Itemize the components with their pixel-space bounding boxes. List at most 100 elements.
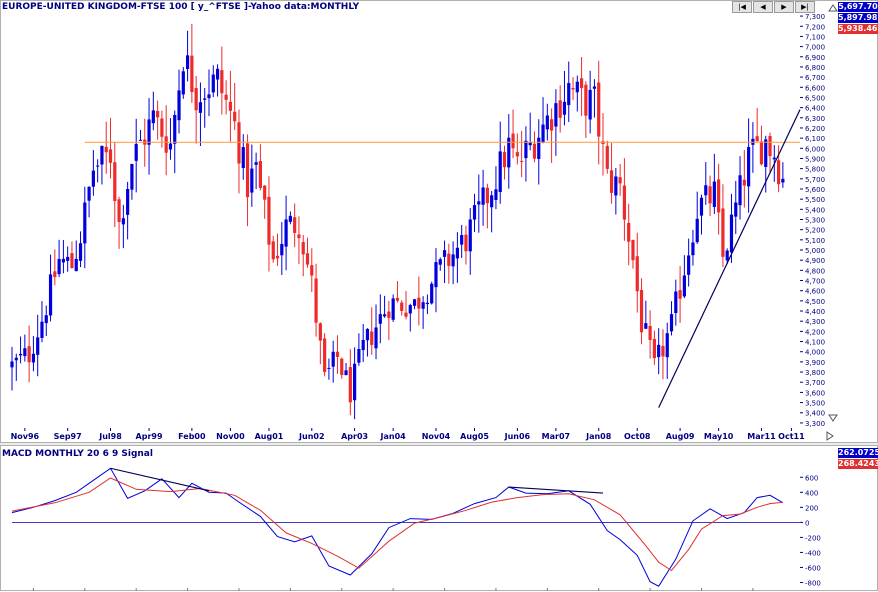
macd-trendline bbox=[508, 486, 604, 494]
x-tick-label: Nov96 bbox=[11, 432, 40, 441]
candle-body bbox=[515, 152, 519, 157]
x-tick-label: Mar11 bbox=[747, 432, 776, 441]
previous-button[interactable]: ◀ bbox=[753, 1, 773, 13]
candle-body bbox=[412, 299, 417, 306]
macd-y-tick-label: 0 bbox=[805, 519, 809, 527]
candle-body bbox=[91, 170, 95, 187]
x-tick-label: Jan04 bbox=[380, 432, 407, 441]
y-tick-label: 5,900 bbox=[805, 155, 825, 163]
candle-body bbox=[275, 255, 280, 259]
y-tick-label: 7,000 bbox=[805, 44, 825, 52]
y-tick-label: 6,300 bbox=[805, 115, 825, 123]
candle-body bbox=[477, 201, 481, 205]
y-tick-label: 6,800 bbox=[805, 64, 825, 72]
scroll-up-icon bbox=[828, 4, 838, 12]
candle-body bbox=[374, 327, 378, 349]
candle-body bbox=[639, 289, 644, 333]
candle-body bbox=[721, 208, 725, 257]
candle-body bbox=[293, 217, 297, 233]
candle-body bbox=[665, 333, 669, 358]
candle-body bbox=[121, 218, 125, 225]
support-trendline bbox=[658, 109, 801, 408]
macd-y-tick-label: 600 bbox=[805, 474, 818, 482]
candle-body bbox=[781, 178, 785, 183]
candle-body bbox=[164, 136, 168, 153]
candle-body bbox=[263, 185, 267, 200]
y-tick-label: 7,100 bbox=[805, 33, 825, 41]
candle-body bbox=[254, 162, 258, 165]
macd-line bbox=[11, 467, 784, 587]
y-tick-label: 4,600 bbox=[805, 288, 825, 296]
y-tick-label: 3,700 bbox=[805, 379, 825, 387]
candle-body bbox=[537, 137, 541, 159]
candle-body bbox=[382, 314, 387, 317]
candle-body bbox=[108, 149, 113, 163]
y-tick-label: 4,300 bbox=[805, 318, 825, 326]
first-button[interactable]: |◀ bbox=[732, 1, 752, 13]
candle-body bbox=[353, 363, 357, 401]
candle-body bbox=[203, 98, 207, 100]
candle-body bbox=[207, 94, 211, 99]
candle-body bbox=[147, 119, 151, 145]
candle-body bbox=[609, 170, 614, 193]
candle-body bbox=[438, 259, 442, 265]
candle-body bbox=[190, 55, 194, 93]
x-tick-label: Mar07 bbox=[542, 432, 570, 441]
navigation-buttons: |◀ ◀ ▶ ▶| bbox=[732, 1, 816, 13]
candle-body bbox=[717, 179, 721, 213]
candle-body bbox=[644, 323, 648, 329]
candle-body bbox=[657, 344, 661, 358]
x-tick-label: Apr99 bbox=[136, 432, 163, 441]
candle-body bbox=[747, 147, 751, 187]
candle-body bbox=[280, 243, 284, 256]
candle-body bbox=[271, 241, 275, 260]
candle-body bbox=[511, 133, 515, 149]
y-tick-label: 6,600 bbox=[805, 84, 825, 92]
candle-body bbox=[691, 242, 695, 256]
macd-y-tick-label: 200 bbox=[805, 504, 818, 512]
candle-body bbox=[241, 147, 245, 168]
candle-body bbox=[558, 100, 562, 118]
candle-body bbox=[233, 111, 237, 122]
candle-body bbox=[464, 234, 468, 252]
candle-body bbox=[674, 291, 678, 314]
candle-body bbox=[370, 331, 374, 345]
candle-body bbox=[498, 151, 502, 193]
candle-body bbox=[764, 139, 768, 167]
candle-body bbox=[460, 235, 464, 245]
price-panel bbox=[0, 0, 878, 443]
candle-body bbox=[378, 314, 382, 324]
candle-body bbox=[669, 314, 674, 332]
y-tick-label: 5,600 bbox=[805, 186, 825, 194]
candle-body bbox=[177, 90, 181, 121]
y-tick-label: 4,200 bbox=[805, 328, 825, 336]
y-tick-label: 4,400 bbox=[805, 308, 825, 316]
candle-body bbox=[340, 358, 344, 376]
candle-body bbox=[579, 78, 584, 88]
candle-body bbox=[57, 258, 61, 275]
candle-body bbox=[331, 351, 335, 367]
x-tick-label: Jun06 bbox=[504, 432, 531, 441]
candle-body bbox=[417, 297, 421, 309]
y-tick-label: 6,200 bbox=[805, 125, 825, 133]
candle-body bbox=[481, 187, 485, 205]
candle-body bbox=[545, 115, 549, 130]
candle-body bbox=[134, 143, 138, 161]
candle-body bbox=[507, 137, 511, 168]
next-button[interactable]: ▶ bbox=[774, 1, 794, 13]
y-tick-label: 3,800 bbox=[805, 369, 825, 377]
x-tick-label: Nov04 bbox=[422, 432, 451, 441]
candle-body bbox=[215, 68, 220, 80]
candle-body bbox=[447, 253, 451, 266]
x-tick-label: Jul98 bbox=[98, 432, 122, 441]
x-tick-label: Jan08 bbox=[585, 432, 612, 441]
candle-body bbox=[245, 143, 250, 198]
x-tick-label: Sep97 bbox=[54, 432, 82, 441]
y-tick-label: 4,900 bbox=[805, 257, 825, 265]
candle-body bbox=[635, 256, 639, 292]
candle-body bbox=[592, 86, 597, 89]
macd-y-axis: 600 400 200 0 -200 -400 -600 -800 bbox=[800, 474, 821, 587]
last-button[interactable]: ▶| bbox=[795, 1, 815, 13]
macd-panel bbox=[0, 445, 878, 591]
candle-body bbox=[434, 262, 438, 288]
